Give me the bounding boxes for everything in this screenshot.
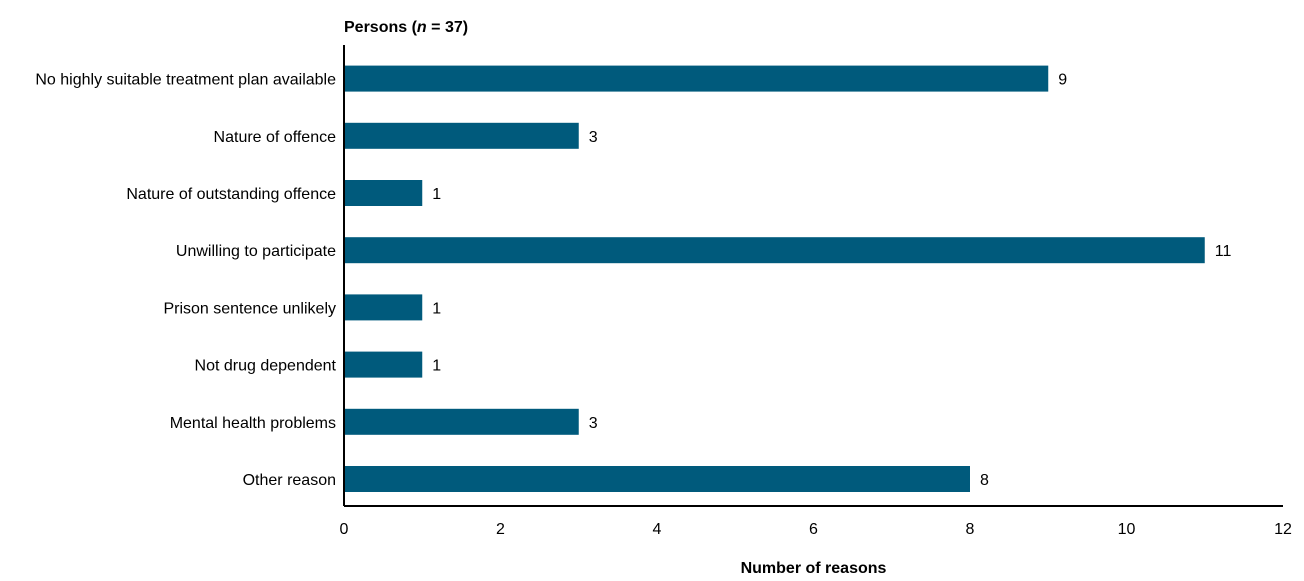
category-label: Prison sentence unlikely xyxy=(163,300,336,317)
chart-title: Persons (n = 37) xyxy=(344,19,468,36)
category-label: No highly suitable treatment plan availa… xyxy=(35,72,336,89)
x-axis-title: Number of reasons xyxy=(741,560,887,577)
bar xyxy=(345,65,1049,92)
category-label: Nature of outstanding offence xyxy=(126,186,336,203)
category-labels-group: No highly suitable treatment plan availa… xyxy=(35,72,336,489)
x-tick-label: 10 xyxy=(1118,521,1136,538)
chart-title-suffix: = 37) xyxy=(427,19,468,36)
chart-title-prefix: Persons ( xyxy=(344,19,418,36)
chart-title-n: n xyxy=(417,19,427,36)
bar xyxy=(345,351,423,378)
bars-group xyxy=(345,65,1205,492)
x-ticks-group: 0 2 4 6 8 10 12 xyxy=(340,521,1292,538)
bar xyxy=(345,180,423,206)
value-label: 1 xyxy=(432,358,441,375)
value-label: 3 xyxy=(589,129,598,146)
bar xyxy=(345,237,1205,264)
bar xyxy=(345,466,970,492)
category-label: Mental health problems xyxy=(170,415,336,432)
bar xyxy=(345,294,423,321)
bar xyxy=(345,122,579,149)
x-tick-label: 2 xyxy=(496,521,505,538)
value-label: 8 xyxy=(980,472,989,489)
category-label: Nature of offence xyxy=(214,129,337,146)
x-tick-label: 0 xyxy=(340,521,349,538)
value-label: 3 xyxy=(589,415,598,432)
value-label: 11 xyxy=(1215,243,1232,260)
value-label: 1 xyxy=(432,186,441,203)
bar xyxy=(345,408,579,435)
value-label: 9 xyxy=(1058,72,1067,89)
x-tick-label: 8 xyxy=(966,521,975,538)
x-tick-label: 12 xyxy=(1274,521,1292,538)
category-label: Other reason xyxy=(243,472,336,489)
value-label: 1 xyxy=(432,300,441,317)
category-label: Not drug dependent xyxy=(195,358,337,375)
x-tick-label: 4 xyxy=(653,521,662,538)
x-tick-label: 6 xyxy=(809,521,818,538)
category-label: Unwilling to participate xyxy=(176,243,336,260)
